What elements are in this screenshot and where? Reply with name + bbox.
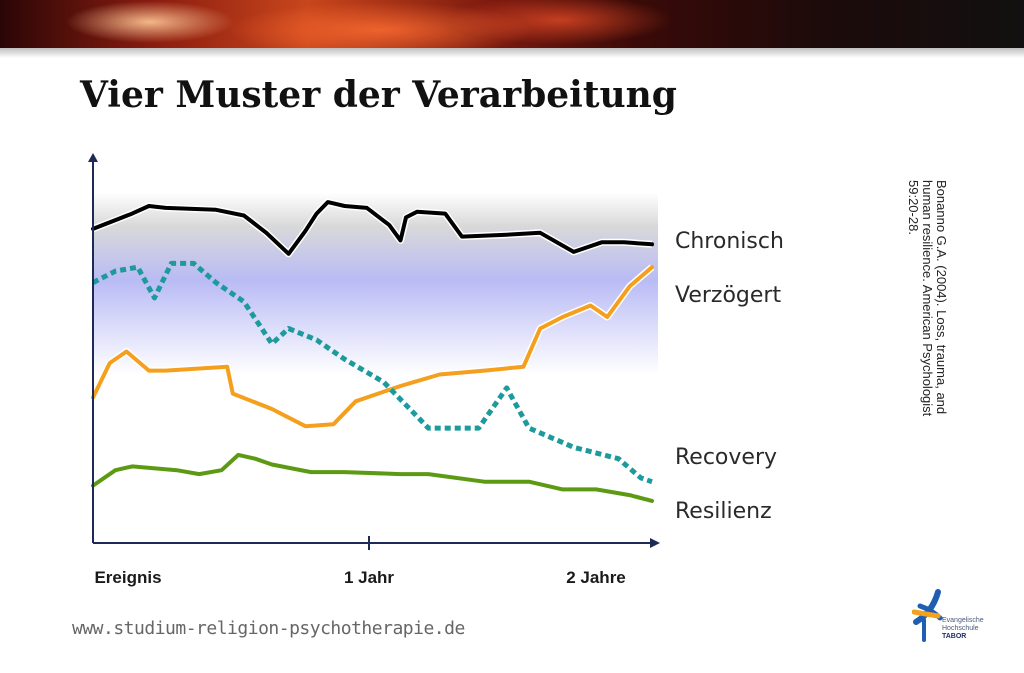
logo-text: Evangelische Hochschule TABOR — [942, 617, 984, 641]
header-shadow — [0, 48, 1024, 58]
x-tick-label-ereignis: Ereignis — [94, 568, 161, 587]
x-tick-label-1-jahr: 1 Jahr — [344, 568, 394, 587]
chart-highlight-band — [93, 193, 658, 375]
series-line-recovery — [91, 260, 653, 485]
x-axis-arrow — [650, 538, 660, 548]
series-label-resilienz: Resilienz — [675, 499, 772, 524]
x-tick-label-2-jahre: 2 Jahre — [566, 568, 626, 587]
citation-text: Bonanno G.A. (2004). Loss, trauma, and h… — [906, 180, 949, 417]
header-banner — [0, 0, 1024, 48]
logo-line-2: Hochschule — [942, 625, 979, 632]
series-line-chronisch — [91, 200, 654, 256]
series-label-verzoegert: Verzögert — [675, 283, 781, 308]
series-line-resilienz — [91, 452, 654, 503]
y-axis-arrow — [88, 153, 98, 162]
series-label-recovery: Recovery — [675, 445, 777, 470]
logo-line-3: TABOR — [942, 633, 967, 640]
slide-title: Vier Muster der Verarbeitung — [80, 74, 677, 116]
series-halo-resilienz — [91, 451, 653, 505]
ehs-tabor-logo-icon — [912, 589, 943, 642]
series-line-verzoegert — [91, 265, 654, 429]
series-label-chronisch: Chronisch — [675, 229, 784, 254]
series-layer — [89, 198, 655, 505]
logo-line-1: Evangelische — [942, 617, 984, 624]
website-url[interactable]: www.studium-religion-psychotherapie.de — [72, 618, 465, 639]
